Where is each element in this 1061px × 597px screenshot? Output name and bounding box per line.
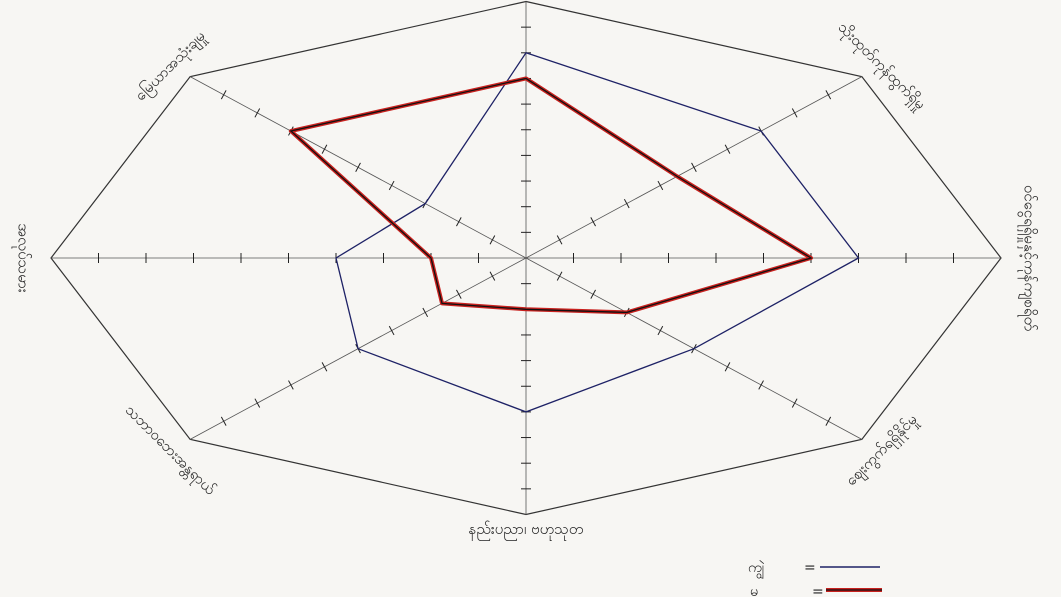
axis-tick [254,108,261,118]
series-layer [288,52,860,413]
series-line [289,77,813,314]
axis-tick [321,362,328,372]
axis-label: သဘာဝဘေးအန္တရာယ် [120,401,220,501]
axis-labels: ထွက်ရှိနိုင်မှုသိုးထုတ်ကုန်ထွက်ရှိမှုဝင်… [12,18,1039,541]
axis-tick [657,180,664,191]
legend-label: ကျွဲ [748,560,765,579]
axis-tick [422,307,429,318]
axis-tick [288,380,294,390]
axis-tick [321,144,328,154]
legend: ကျွဲ = မ = [748,560,882,597]
axis-label: အလုပ်သမား [12,223,33,293]
axis-label: မြေယာအသုံးချမှု [130,26,210,106]
axis-tick [220,416,227,426]
axis-tick [388,325,395,336]
axis-tick [825,90,832,100]
axis-tick [791,398,798,408]
legend-symbol: = [804,560,816,576]
legend-label: မ [750,584,758,597]
axis-tick [489,271,496,281]
axis-tick [758,380,764,390]
axis-tick [590,217,596,227]
axis-tick [691,162,697,172]
axis-tick [590,289,596,299]
axis-tick [254,398,261,408]
axis-tick [724,362,731,372]
axis-label: ဈေးကွက်ရရှိနိုင်မှု [842,410,923,491]
axis-tick [623,198,630,209]
legend-symbol: = [812,584,824,597]
axis-tick [456,289,462,299]
axis-tick [556,235,563,245]
axis-tick [657,325,664,336]
axis-tick [388,180,395,191]
axis-tick [220,90,227,100]
axis-label: နည်းပညာ၊ ဗဟုသုတ [469,520,584,541]
series-line [335,52,860,413]
axis-tick [791,108,798,118]
axis-tick [825,416,832,426]
axis-label: ဝင်ငွေရရှိမှုနှင့်ကုန်ကျစရိတ် [1018,185,1039,331]
axis-tick [489,235,496,245]
axis-tick [724,144,731,154]
axis-tick [355,162,361,172]
axis-tick [556,271,563,281]
axis-tick [456,217,462,227]
